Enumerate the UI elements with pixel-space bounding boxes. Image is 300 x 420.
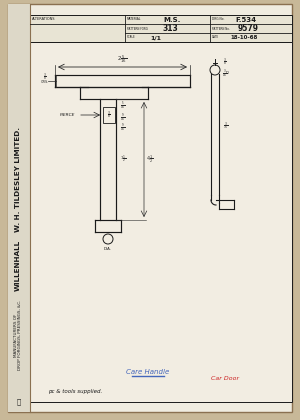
Text: 1/1: 1/1 — [150, 35, 161, 40]
Text: $\frac{9}{16}$: $\frac{9}{16}$ — [120, 113, 125, 124]
Bar — [30, 42, 292, 402]
Text: $\frac{5}{16}$: $\frac{5}{16}$ — [120, 101, 125, 112]
Text: DIA.: DIA. — [104, 247, 112, 251]
Text: DRG No.: DRG No. — [212, 18, 224, 21]
Text: MANUFACTURERS OF
DROP FORGINGS, PRESSINGS, &C.: MANUFACTURERS OF DROP FORGINGS, PRESSING… — [14, 300, 22, 370]
Text: F.534: F.534 — [235, 16, 256, 23]
Text: ALTERATIONS: ALTERATIONS — [32, 18, 56, 21]
Text: W. H. TILDESLEY LIMITED.: W. H. TILDESLEY LIMITED. — [15, 128, 21, 233]
Text: $\frac{3}{8}$: $\frac{3}{8}$ — [223, 56, 227, 68]
Text: $\frac{9}{16}$: $\frac{9}{16}$ — [120, 123, 125, 134]
Text: $1\frac{1}{2}$: $1\frac{1}{2}$ — [120, 154, 127, 165]
Text: WILLENHALL: WILLENHALL — [15, 239, 21, 291]
Text: DATE: DATE — [212, 36, 219, 39]
Text: $\frac{3}{8}$: $\frac{3}{8}$ — [107, 109, 111, 121]
Text: PIERCE: PIERCE — [60, 113, 75, 117]
Text: $4\frac{1}{2}$: $4\frac{1}{2}$ — [146, 154, 153, 165]
Text: ꩜: ꩜ — [17, 399, 21, 405]
Text: $\frac{3}{8}$: $\frac{3}{8}$ — [43, 71, 47, 83]
Text: PATTERN FORG: PATTERN FORG — [127, 26, 148, 31]
Text: pc & tools supplied.: pc & tools supplied. — [48, 389, 102, 394]
Bar — [30, 15, 292, 42]
Text: 9579: 9579 — [238, 24, 259, 33]
Text: Care Handle: Care Handle — [126, 369, 170, 375]
Text: 313: 313 — [163, 24, 179, 33]
Text: $\frac{3}{16}$D: $\frac{3}{16}$D — [222, 68, 231, 80]
Text: MATERIAL: MATERIAL — [127, 18, 141, 21]
Text: CRS.: CRS. — [41, 80, 49, 84]
Text: 18-10-68: 18-10-68 — [230, 35, 257, 40]
Text: SCALE: SCALE — [127, 36, 136, 39]
Text: M.S.: M.S. — [163, 16, 180, 23]
Text: $2\frac{5}{16}$: $2\frac{5}{16}$ — [117, 53, 128, 65]
Bar — [103, 107, 115, 123]
Text: Car Door: Car Door — [211, 375, 239, 381]
Text: PATTERN No.: PATTERN No. — [212, 26, 230, 31]
Text: $\frac{3}{16}$: $\frac{3}{16}$ — [223, 121, 229, 132]
Bar — [8, 4, 30, 412]
